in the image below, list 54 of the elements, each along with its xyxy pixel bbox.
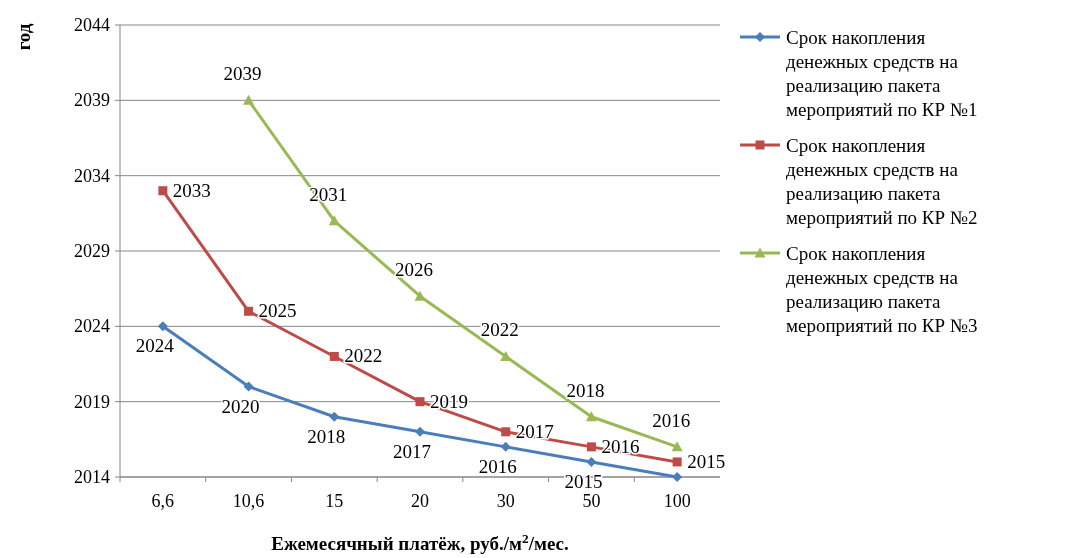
data-label: 2025 bbox=[258, 300, 297, 322]
data-label: 2015 bbox=[687, 450, 726, 472]
point bbox=[415, 426, 425, 437]
point bbox=[586, 456, 597, 467]
point bbox=[672, 472, 683, 482]
x-tick-label: 30 bbox=[496, 491, 515, 511]
point bbox=[157, 321, 168, 332]
data-label: 2022 bbox=[344, 345, 383, 367]
data-label: 2019 bbox=[430, 390, 468, 412]
y-tick-label: 2044 bbox=[74, 15, 110, 35]
point bbox=[328, 215, 340, 226]
x-tick-label: 15 bbox=[325, 491, 344, 511]
y-tick-label: 2024 bbox=[74, 316, 110, 337]
data-label: 2020 bbox=[221, 395, 260, 417]
point bbox=[244, 306, 254, 316]
point bbox=[243, 94, 255, 105]
x-tick-label: 100 bbox=[663, 491, 691, 511]
legend-label: Срок накопления денежных средств на реализацию пакета мероприятий по КР №1 bbox=[786, 27, 978, 120]
x-tick-label: 50 bbox=[582, 491, 601, 511]
data-label: 2017 bbox=[393, 440, 431, 462]
data-label: 2033 bbox=[172, 179, 211, 201]
y-tick-label: 2029 bbox=[74, 241, 110, 261]
point bbox=[243, 381, 254, 392]
x-tick-label: 10,6 bbox=[232, 491, 265, 511]
x-axis-title: Ежемесячный платёж, руб./м$^{2}$/мес. bbox=[271, 530, 569, 554]
data-label: 2016 bbox=[601, 435, 640, 457]
legend-label: Срок накопления денежных средств на реализацию пакета мероприятий по КР №3 bbox=[786, 243, 978, 336]
data-label: 2026 bbox=[395, 259, 433, 281]
point bbox=[586, 442, 596, 452]
data-label: 2018 bbox=[307, 425, 346, 447]
point bbox=[501, 427, 511, 437]
point bbox=[672, 457, 682, 467]
x-tick-label: 6,6 bbox=[151, 491, 175, 511]
data-label: 2039 bbox=[223, 63, 262, 85]
y-tick-label: 2039 bbox=[74, 90, 110, 111]
data-label: 2016 bbox=[478, 455, 517, 477]
legend-label: Срок накопления денежных средств на реализацию пакета мероприятий по КР №2 bbox=[786, 135, 978, 228]
point bbox=[329, 351, 339, 361]
point bbox=[500, 441, 511, 452]
point bbox=[671, 441, 683, 452]
data-label: 2024 bbox=[135, 335, 175, 357]
point bbox=[329, 411, 340, 422]
data-label: 2015 bbox=[564, 470, 603, 492]
y-tick-label: 2019 bbox=[74, 391, 110, 412]
data-label: 2022 bbox=[480, 319, 519, 341]
x-tick-label: 20 bbox=[411, 491, 429, 511]
y-tick-label: 2014 bbox=[74, 467, 110, 487]
data-label: 2018 bbox=[566, 379, 605, 401]
point bbox=[585, 411, 597, 422]
y-axis-title: год bbox=[13, 23, 34, 51]
data-label: 2016 bbox=[652, 409, 691, 431]
point bbox=[158, 186, 168, 196]
point bbox=[415, 397, 425, 407]
y-tick-label: 2034 bbox=[74, 165, 110, 186]
